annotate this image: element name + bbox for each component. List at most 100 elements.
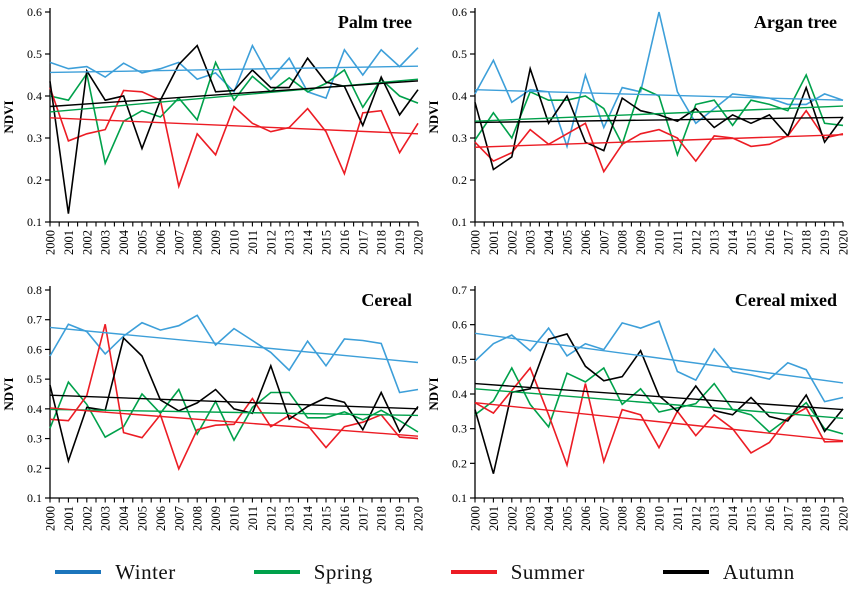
spring-line-swatch <box>253 570 300 574</box>
summer-line-swatch <box>450 570 497 574</box>
svg-text:2006: 2006 <box>154 230 168 255</box>
chart-cereal: 0.1 0.2 0.3 0.4 0.5 0.6 0.7 0.8 2000 2001 2002 2003… <box>0 278 426 554</box>
svg-text:2004: 2004 <box>117 229 131 255</box>
svg-text:2003: 2003 <box>524 506 538 531</box>
svg-text:0.6: 0.6 <box>452 5 467 19</box>
svg-text:0.4: 0.4 <box>27 402 42 416</box>
svg-text:2020: 2020 <box>412 230 426 255</box>
svg-text:0.5: 0.5 <box>27 372 42 386</box>
svg-text:0.5: 0.5 <box>27 47 42 61</box>
svg-text:2019: 2019 <box>818 230 832 255</box>
svg-text:0.2: 0.2 <box>452 173 467 187</box>
panel-title: Argan tree <box>754 12 837 32</box>
svg-text:2010: 2010 <box>653 230 667 255</box>
autumn-line-swatch <box>662 570 709 574</box>
svg-text:2011: 2011 <box>246 230 260 255</box>
svg-text:0.4: 0.4 <box>452 89 467 103</box>
svg-text:0.2: 0.2 <box>27 173 42 187</box>
svg-text:2015: 2015 <box>745 506 759 531</box>
svg-text:0.8: 0.8 <box>27 283 42 297</box>
panel-title: Cereal <box>361 290 412 310</box>
svg-text:0.2: 0.2 <box>27 461 42 475</box>
svg-text:2015: 2015 <box>320 230 334 255</box>
svg-text:0.6: 0.6 <box>452 318 467 332</box>
y-axis-label: NDVI <box>1 100 16 133</box>
svg-text:2016: 2016 <box>338 230 352 255</box>
svg-text:2009: 2009 <box>634 230 648 255</box>
svg-text:2011: 2011 <box>246 506 260 531</box>
svg-text:2017: 2017 <box>781 230 795 255</box>
svg-text:2014: 2014 <box>301 229 315 255</box>
svg-text:2011: 2011 <box>671 506 685 531</box>
svg-text:2003: 2003 <box>99 230 113 255</box>
svg-text:2002: 2002 <box>80 506 94 531</box>
svg-text:2005: 2005 <box>136 230 150 255</box>
svg-text:2004: 2004 <box>542 229 556 255</box>
svg-text:2000: 2000 <box>469 506 483 531</box>
svg-text:2019: 2019 <box>393 506 407 531</box>
chart-canvas-cereal-mixed: 0.1 0.2 0.3 0.4 0.5 0.6 0.7 2000 2001 2002 2003 200… <box>426 283 850 531</box>
svg-text:2020: 2020 <box>412 506 426 531</box>
svg-text:2012: 2012 <box>689 230 703 255</box>
svg-text:0.5: 0.5 <box>452 352 467 366</box>
svg-text:2012: 2012 <box>689 506 703 531</box>
svg-text:0.6: 0.6 <box>27 342 42 356</box>
svg-text:2016: 2016 <box>763 230 777 255</box>
svg-text:2017: 2017 <box>781 506 795 531</box>
svg-text:2009: 2009 <box>209 230 223 255</box>
svg-text:0.4: 0.4 <box>27 89 42 103</box>
legend-label-autumn: Autumn <box>722 559 795 584</box>
svg-text:2007: 2007 <box>172 506 186 531</box>
svg-text:2007: 2007 <box>597 506 611 531</box>
svg-text:2012: 2012 <box>264 230 278 255</box>
legend: Winter Spring Summer Autumn <box>0 554 850 590</box>
svg-text:2018: 2018 <box>375 230 389 255</box>
svg-text:2001: 2001 <box>487 230 501 255</box>
legend-item-autumn: Autumn <box>662 559 795 585</box>
svg-text:2006: 2006 <box>579 506 593 531</box>
svg-text:0.3: 0.3 <box>27 131 42 145</box>
svg-text:2008: 2008 <box>191 230 205 255</box>
svg-text:2001: 2001 <box>62 506 76 531</box>
chart-cereal-mixed: 0.1 0.2 0.3 0.4 0.5 0.6 0.7 2000 2001 2002 2003 200… <box>425 278 850 554</box>
svg-text:2004: 2004 <box>117 505 131 531</box>
svg-text:0.3: 0.3 <box>452 422 467 436</box>
svg-text:2003: 2003 <box>99 506 113 531</box>
svg-text:0.7: 0.7 <box>452 283 467 297</box>
svg-text:2013: 2013 <box>708 506 722 531</box>
svg-text:2015: 2015 <box>320 506 334 531</box>
svg-text:2001: 2001 <box>62 230 76 255</box>
svg-text:2007: 2007 <box>597 230 611 255</box>
svg-text:2002: 2002 <box>80 230 94 255</box>
svg-text:2013: 2013 <box>283 230 297 255</box>
legend-item-summer: Summer <box>450 560 585 585</box>
panel-title: Cereal mixed <box>735 290 837 310</box>
svg-text:2016: 2016 <box>763 506 777 531</box>
svg-text:2012: 2012 <box>264 506 278 531</box>
legend-item-spring: Spring <box>253 560 373 585</box>
svg-text:2009: 2009 <box>634 506 648 531</box>
svg-text:2001: 2001 <box>487 506 501 531</box>
svg-text:2017: 2017 <box>356 230 370 255</box>
svg-text:2010: 2010 <box>228 506 242 531</box>
svg-text:0.1: 0.1 <box>452 491 467 505</box>
svg-text:2014: 2014 <box>726 229 740 255</box>
svg-text:2006: 2006 <box>154 506 168 531</box>
svg-text:0.1: 0.1 <box>27 491 42 505</box>
svg-text:2014: 2014 <box>726 505 740 531</box>
y-axis-label: NDVI <box>426 377 441 410</box>
svg-text:0.4: 0.4 <box>452 387 467 401</box>
svg-text:0.7: 0.7 <box>27 313 42 327</box>
svg-text:2014: 2014 <box>301 505 315 531</box>
svg-text:2002: 2002 <box>505 230 519 255</box>
svg-text:0.1: 0.1 <box>27 215 42 229</box>
svg-text:2005: 2005 <box>561 506 575 531</box>
chart-canvas-argan-tree: 0.1 0.2 0.3 0.4 0.5 0.6 2000 2001 2002 2003 2004 20… <box>426 5 850 255</box>
svg-text:2018: 2018 <box>800 230 814 255</box>
chart-argan-tree: 0.1 0.2 0.3 0.4 0.5 0.6 2000 2001 2002 2003 2004 20… <box>425 0 850 278</box>
svg-text:2010: 2010 <box>228 230 242 255</box>
y-axis-label: NDVI <box>1 377 16 410</box>
svg-text:0.1: 0.1 <box>452 215 467 229</box>
svg-text:2013: 2013 <box>708 230 722 255</box>
